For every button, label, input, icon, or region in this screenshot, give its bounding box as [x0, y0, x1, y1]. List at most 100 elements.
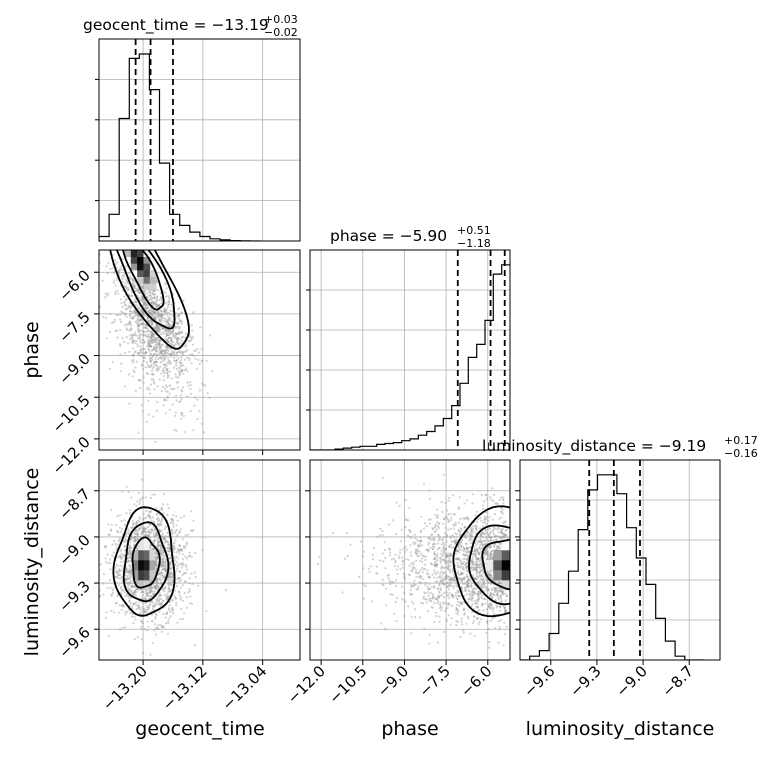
- scatter-point: [136, 304, 139, 307]
- scatter-point: [119, 554, 122, 557]
- scatter-point: [485, 551, 488, 554]
- scatter-point: [167, 321, 170, 324]
- scatter-point: [141, 311, 144, 314]
- scatter-point: [466, 582, 469, 585]
- scatter-point: [132, 347, 135, 350]
- scatter-point: [117, 573, 120, 576]
- scatter-point: [503, 533, 506, 536]
- scatter-point: [371, 558, 374, 561]
- scatter-point: [479, 537, 482, 541]
- scatter-point: [144, 609, 147, 612]
- scatter-point: [498, 527, 501, 530]
- scatter-point: [111, 267, 114, 270]
- scatter-point: [171, 388, 174, 391]
- scatter-point: [170, 528, 174, 532]
- scatter-point: [132, 317, 135, 320]
- scatter-point: [454, 523, 457, 526]
- scatter-point: [134, 529, 137, 532]
- scatter-point: [120, 519, 123, 522]
- scatter-point: [170, 332, 173, 335]
- scatter-point: [465, 546, 468, 549]
- scatter-point: [129, 601, 132, 605]
- scatter-point: [389, 548, 392, 551]
- scatter-point: [497, 581, 501, 585]
- scatter-point: [169, 581, 173, 584]
- scatter-point: [140, 299, 143, 302]
- scatter-point: [477, 540, 481, 544]
- scatter-point: [132, 280, 135, 283]
- scatter-point: [167, 294, 170, 298]
- scatter-point: [496, 545, 499, 548]
- scatter-point: [166, 598, 169, 601]
- scatter-point: [478, 563, 481, 567]
- scatter-point: [447, 520, 450, 523]
- scatter-point: [156, 353, 159, 356]
- scatter-point: [156, 325, 159, 328]
- scatter-point: [457, 529, 460, 532]
- scatter-point: [169, 317, 172, 320]
- scatter-point: [166, 374, 169, 377]
- scatter-point: [437, 539, 440, 542]
- scatter-point: [477, 557, 481, 560]
- scatter-point: [157, 586, 160, 590]
- scatter-point: [476, 549, 479, 552]
- scatter-point: [161, 560, 165, 563]
- scatter-point: [149, 591, 152, 594]
- scatter-point: [481, 540, 484, 543]
- xtick-label-geocent_time-1: −13.12: [159, 662, 211, 714]
- scatter-point: [123, 519, 126, 522]
- scatter-point: [144, 351, 148, 354]
- scatter-point: [410, 585, 413, 588]
- scatter-point: [417, 545, 420, 549]
- scatter-point: [172, 351, 175, 354]
- scatter-point: [136, 532, 139, 535]
- scatter-point: [446, 606, 449, 610]
- scatter-point: [168, 324, 171, 327]
- scatter-point: [501, 591, 504, 594]
- scatter-point: [179, 337, 182, 341]
- scatter-point: [107, 533, 110, 537]
- scatter-point: [165, 287, 168, 290]
- scatter-point: [443, 591, 446, 594]
- scatter-point: [498, 580, 501, 584]
- scatter-point: [128, 563, 131, 567]
- scatter-point: [149, 356, 152, 359]
- scatter-point: [153, 311, 156, 314]
- scatter-point: [454, 532, 457, 535]
- scatter-point: [142, 381, 145, 384]
- scatter-point: [162, 612, 165, 616]
- plot-layer: −6.0−7.5−9.0−10.5−12.0−13.20 −13.12 −13.04…: [49, 38, 721, 714]
- scatter-point: [128, 560, 131, 563]
- scatter-point: [135, 521, 138, 525]
- scatter-point: [182, 563, 185, 567]
- scatter-point: [137, 315, 140, 318]
- scatter-point: [155, 323, 158, 326]
- scatter-point: [444, 526, 447, 530]
- scatter-point: [163, 568, 166, 571]
- density-cell: [143, 250, 151, 257]
- scatter-point: [101, 279, 104, 282]
- scatter-point: [376, 572, 379, 575]
- scatter-point: [149, 603, 152, 606]
- scatter-point: [424, 567, 427, 570]
- scatter-point: [446, 554, 449, 558]
- scatter-point: [503, 633, 507, 636]
- scatter-point: [128, 570, 131, 573]
- scatter-point: [452, 586, 455, 590]
- scatter-point: [193, 404, 196, 407]
- scatter-point: [504, 529, 507, 532]
- scatter-point: [451, 534, 454, 537]
- scatter-point: [107, 292, 110, 295]
- scatter-point: [167, 622, 170, 625]
- scatter-point: [162, 363, 165, 366]
- scatter-point: [498, 542, 501, 545]
- scatter-point: [148, 343, 151, 347]
- scatter-point: [116, 530, 119, 533]
- scatter-point: [449, 577, 452, 580]
- scatter-point: [475, 555, 478, 558]
- scatter-point: [435, 559, 438, 563]
- scatter-point: [168, 578, 171, 581]
- scatter-point: [438, 536, 441, 539]
- scatter-point: [451, 604, 454, 608]
- scatter-point: [151, 369, 154, 372]
